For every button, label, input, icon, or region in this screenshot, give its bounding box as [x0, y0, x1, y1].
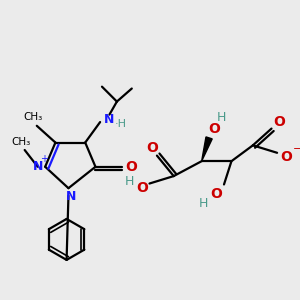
Text: O: O	[125, 160, 137, 174]
Text: +: +	[40, 154, 48, 164]
Text: CH₃: CH₃	[11, 136, 31, 147]
Text: N: N	[66, 190, 76, 203]
Text: O: O	[211, 187, 223, 201]
Text: H: H	[217, 111, 226, 124]
Text: H: H	[199, 196, 208, 210]
Text: O: O	[280, 149, 292, 164]
Text: O: O	[273, 115, 285, 129]
Text: H: H	[124, 175, 134, 188]
Text: −: −	[293, 144, 300, 154]
Text: O: O	[208, 122, 220, 136]
Text: CH₃: CH₃	[23, 112, 43, 122]
Text: ·H: ·H	[115, 119, 127, 129]
Polygon shape	[202, 137, 212, 161]
Text: N: N	[104, 113, 115, 126]
Text: O: O	[136, 181, 148, 195]
Text: N: N	[32, 160, 43, 173]
Text: O: O	[146, 141, 158, 155]
